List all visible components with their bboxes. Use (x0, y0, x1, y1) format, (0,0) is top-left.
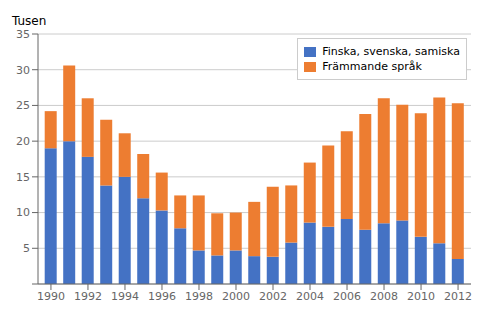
svg-text:25: 25 (16, 99, 30, 112)
svg-text:1992: 1992 (74, 290, 102, 303)
svg-text:2012: 2012 (444, 290, 472, 303)
svg-text:2010: 2010 (407, 290, 435, 303)
svg-text:2006: 2006 (333, 290, 361, 303)
svg-text:20: 20 (16, 135, 30, 148)
svg-text:35: 35 (16, 28, 30, 41)
svg-text:30: 30 (16, 64, 30, 77)
svg-text:1990: 1990 (37, 290, 65, 303)
svg-text:2002: 2002 (259, 290, 287, 303)
html-text:Tusen: Tusen (12, 14, 47, 28)
html-text:Främmande språk: Främmande språk (322, 60, 422, 73)
html-text:Finska, svenska, samiska: Finska, svenska, samiska (322, 45, 460, 58)
svg-text:1998: 1998 (185, 290, 213, 303)
svg-text:5: 5 (23, 242, 30, 255)
svg-text:2000: 2000 (222, 290, 250, 303)
svg-text:1996: 1996 (148, 290, 176, 303)
svg-text:15: 15 (16, 171, 30, 184)
svg-text:2008: 2008 (370, 290, 398, 303)
svg-text:2004: 2004 (296, 290, 324, 303)
svg-text:10: 10 (16, 206, 30, 219)
svg-text:1994: 1994 (111, 290, 139, 303)
